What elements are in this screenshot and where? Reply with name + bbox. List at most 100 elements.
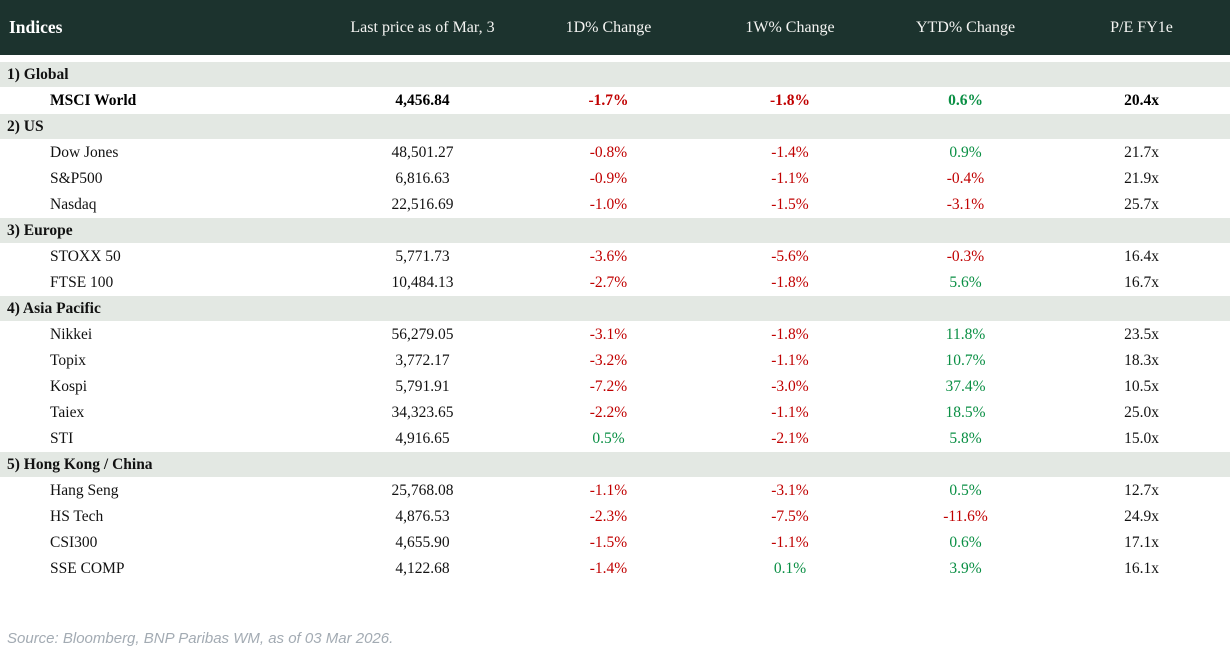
table-header-row: Indices Last price as of Mar, 3 1D% Chan… [0,0,1230,62]
pe-cell: 10.5x [1053,374,1230,400]
column-header-1w-change: 1W% Change [702,0,878,62]
index-name-cell: CSI300 [0,530,330,556]
index-name-cell: FTSE 100 [0,270,330,296]
1w-change-cell: -1.1% [702,348,878,374]
index-name-cell: STI [0,426,330,452]
1d-change-cell: -2.7% [515,270,702,296]
table-title: Indices [0,0,330,62]
column-header-1d-change: 1D% Change [515,0,702,62]
index-row: Nikkei 56,279.05 -3.1% -1.8% 11.8% 23.5x [0,321,1230,348]
last-price-cell: 34,323.65 [330,400,515,426]
1w-change-cell: -7.5% [702,504,878,530]
section-label: 1) Global [0,58,1230,88]
pe-cell: 23.5x [1053,321,1230,348]
pe-cell: 18.3x [1053,348,1230,374]
last-price-cell: 25,768.08 [330,477,515,504]
ytd-change-cell: 5.8% [878,426,1053,452]
pe-cell: 17.1x [1053,530,1230,556]
ytd-change-cell: -0.4% [878,166,1053,192]
indices-table-body: 1) Global MSCI World 4,456.84 -1.7% -1.8% 0.6… [0,58,1230,582]
ytd-change-cell: 0.6% [878,87,1053,114]
index-row: Taiex 34,323.65 -2.2% -1.1% 18.5% 25.0x [0,400,1230,426]
column-header-pe: P/E FY1e [1053,0,1230,62]
1w-change-cell: -1.1% [702,530,878,556]
index-name-cell: Topix [0,348,330,374]
ytd-change-cell: 10.7% [878,348,1053,374]
source-note: Source: Bloomberg, BNP Paribas WM, as of… [7,630,394,647]
index-row: Kospi 5,791.91 -7.2% -3.0% 37.4% 10.5x [0,374,1230,400]
section-label: 3) Europe [0,218,1230,244]
index-row: S&P500 6,816.63 -0.9% -1.1% -0.4% 21.9x [0,166,1230,192]
1w-change-cell: -1.8% [702,87,878,114]
index-name-cell: S&P500 [0,166,330,192]
pe-cell: 12.7x [1053,477,1230,504]
ytd-change-cell: 18.5% [878,400,1053,426]
index-name-cell: SSE COMP [0,556,330,582]
section-label: 5) Hong Kong / China [0,452,1230,478]
pe-cell: 16.4x [1053,243,1230,270]
1d-change-cell: -1.1% [515,477,702,504]
1w-change-cell: -3.1% [702,477,878,504]
1w-change-cell: -5.6% [702,243,878,270]
index-name-cell: Nasdaq [0,192,330,218]
1d-change-cell: -3.1% [515,321,702,348]
pe-cell: 25.7x [1053,192,1230,218]
column-header-last-price: Last price as of Mar, 3 [330,0,515,62]
index-row: Nasdaq 22,516.69 -1.0% -1.5% -3.1% 25.7x [0,192,1230,218]
pe-cell: 16.1x [1053,556,1230,582]
index-row: Dow Jones 48,501.27 -0.8% -1.4% 0.9% 21.7x [0,139,1230,166]
ytd-change-cell: -11.6% [878,504,1053,530]
1w-change-cell: -1.4% [702,139,878,166]
1d-change-cell: -1.5% [515,530,702,556]
index-row: STOXX 50 5,771.73 -3.6% -5.6% -0.3% 16.4x [0,243,1230,270]
1d-change-cell: -2.2% [515,400,702,426]
column-header-ytd-change: YTD% Change [878,0,1053,62]
last-price-cell: 10,484.13 [330,270,515,296]
ytd-change-cell: -0.3% [878,243,1053,270]
section-label: 2) US [0,114,1230,140]
index-name-cell: Dow Jones [0,139,330,166]
section-header-row: 3) Europe [0,218,1230,244]
section-label: 4) Asia Pacific [0,296,1230,322]
section-header-row: 4) Asia Pacific [0,296,1230,322]
ytd-change-cell: 11.8% [878,321,1053,348]
1w-change-cell: -3.0% [702,374,878,400]
index-row: MSCI World 4,456.84 -1.7% -1.8% 0.6% 20.4x [0,87,1230,114]
pe-cell: 20.4x [1053,87,1230,114]
last-price-cell: 3,772.17 [330,348,515,374]
last-price-cell: 5,791.91 [330,374,515,400]
index-row: Topix 3,772.17 -3.2% -1.1% 10.7% 18.3x [0,348,1230,374]
1d-change-cell: -1.0% [515,192,702,218]
1w-change-cell: -1.8% [702,270,878,296]
1d-change-cell: -0.9% [515,166,702,192]
last-price-cell: 4,916.65 [330,426,515,452]
last-price-cell: 6,816.63 [330,166,515,192]
index-row: Hang Seng 25,768.08 -1.1% -3.1% 0.5% 12.7x [0,477,1230,504]
index-name-cell: HS Tech [0,504,330,530]
index-row: STI 4,916.65 0.5% -2.1% 5.8% 15.0x [0,426,1230,452]
index-row: SSE COMP 4,122.68 -1.4% 0.1% 3.9% 16.1x [0,556,1230,582]
last-price-cell: 48,501.27 [330,139,515,166]
last-price-cell: 5,771.73 [330,243,515,270]
last-price-cell: 4,456.84 [330,87,515,114]
pe-cell: 24.9x [1053,504,1230,530]
pe-cell: 21.9x [1053,166,1230,192]
section-header-row: 1) Global [0,58,1230,88]
index-name-cell: Taiex [0,400,330,426]
ytd-change-cell: 0.5% [878,477,1053,504]
1d-change-cell: -1.7% [515,87,702,114]
1d-change-cell: -7.2% [515,374,702,400]
last-price-cell: 4,655.90 [330,530,515,556]
1w-change-cell: -1.5% [702,192,878,218]
1w-change-cell: -1.8% [702,321,878,348]
pe-cell: 21.7x [1053,139,1230,166]
1d-change-cell: -3.6% [515,243,702,270]
ytd-change-cell: 0.6% [878,530,1053,556]
index-row: CSI300 4,655.90 -1.5% -1.1% 0.6% 17.1x [0,530,1230,556]
1d-change-cell: -3.2% [515,348,702,374]
pe-cell: 16.7x [1053,270,1230,296]
1w-change-cell: -2.1% [702,426,878,452]
1d-change-cell: -2.3% [515,504,702,530]
last-price-cell: 22,516.69 [330,192,515,218]
pe-cell: 25.0x [1053,400,1230,426]
